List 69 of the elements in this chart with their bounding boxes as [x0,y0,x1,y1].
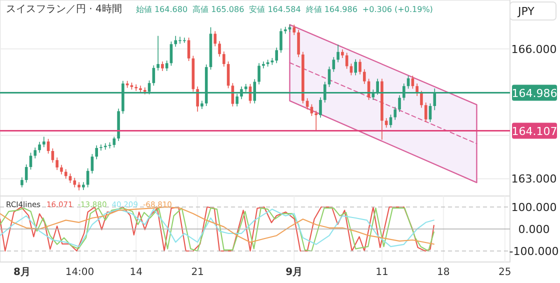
candlestick [420,90,423,108]
ref-line-label: 164.986 [512,86,558,100]
candlestick [182,37,186,44]
candlestick [56,157,58,170]
candlestick [297,29,300,58]
candlestick [424,102,428,122]
candlestick [165,60,168,72]
x-tick-label: 21 [191,267,204,278]
annotation: 始値 164.680 [136,5,188,14]
candlestick [262,61,265,69]
candlestick [161,61,164,72]
candlestick [187,37,190,62]
candlestick [42,136,46,148]
candlestick [280,28,282,54]
candlestick [34,147,37,159]
candlestick [68,173,72,184]
candlestick [384,118,388,128]
candlestick [90,154,94,174]
candlestick [95,144,98,160]
candlestick [100,144,102,151]
candlestick [134,84,138,92]
y-tick-label: 100.000 [511,201,557,214]
candlestick [328,66,331,88]
annotation: 終値 164.986 [304,5,358,14]
x-tick-label: 18 [437,267,450,278]
candlestick [319,96,322,118]
x-tick-label: 25 [498,267,512,278]
candlestick [174,36,178,48]
candlestick [73,177,76,188]
candlestick [139,85,142,93]
candlestick [38,142,41,154]
candlestick [24,164,28,183]
candlestick [214,30,217,47]
candlestick [358,58,362,75]
y-tick-label: 0.000 [518,223,550,236]
candlestick [284,26,287,34]
y-tick-label: -100.000 [509,245,559,258]
x-tick-label: 11 [376,267,388,278]
candlestick [112,136,116,148]
annotation: +0.306 (+0.19%) [362,5,433,14]
candlestick [354,58,358,76]
candlestick [314,110,318,132]
text: JPY [517,5,535,18]
candlestick [196,86,199,112]
x-tick-label: 14:00 [65,267,94,278]
candlestick [156,36,160,71]
candlestick [336,44,340,63]
candlestick [78,182,80,191]
chart-title: スイスフラン／円 · 4時間 [6,3,122,15]
candlestick [428,103,432,122]
annotation: 安値 164.584 [249,5,301,14]
candlestick [64,168,68,180]
annotation: 高値 165.086 [192,5,244,14]
candlestick [292,24,296,36]
candlestick [362,68,366,84]
y-tick-label: 163.000 [511,172,557,186]
y-tick-label: 166.000 [511,42,557,56]
ref-line-label: 164.107 [512,124,558,138]
candlestick [394,106,397,120]
x-tick-label: 14 [130,267,142,278]
candlestick [222,51,226,68]
candlestick [218,40,221,58]
candlestick [275,47,278,64]
candlestick [20,176,24,188]
candlestick [258,62,260,85]
x-tick-label: 9月 [286,267,303,278]
x-tick-label: 8月 [13,267,30,278]
candlestick [86,168,90,188]
candlestick [60,164,63,175]
